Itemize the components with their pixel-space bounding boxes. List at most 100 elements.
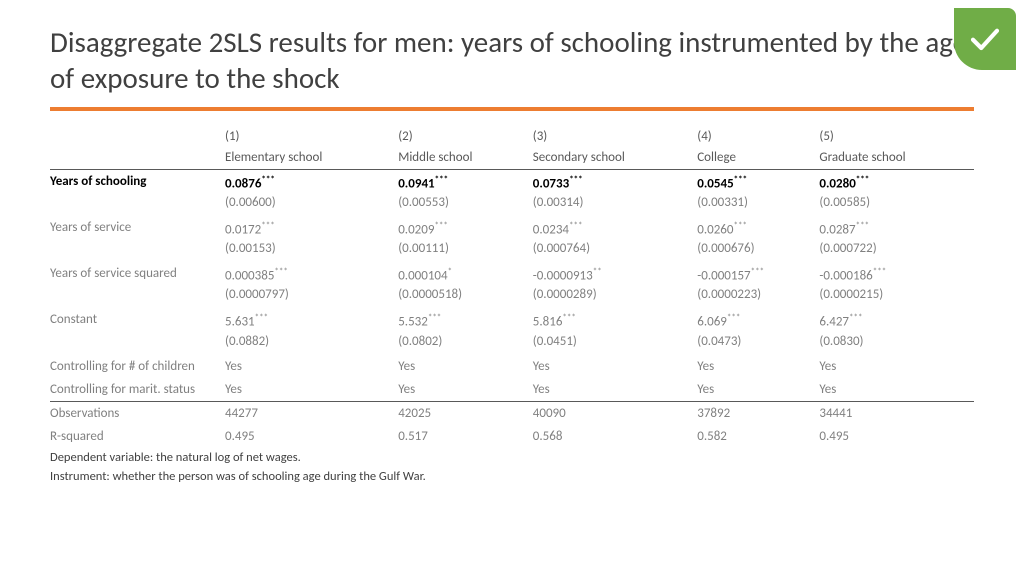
cell: 42025 <box>398 401 533 425</box>
cell: -0.000157*** <box>697 262 819 287</box>
cell-se: (0.0000289) <box>533 287 697 308</box>
cell: Yes <box>697 378 819 402</box>
cell-se: (0.0802) <box>398 334 533 355</box>
column-heads-row: Elementary school Middle school Secondar… <box>50 146 974 170</box>
cell: 34441 <box>819 401 974 425</box>
row-label: Controlling for # of children <box>50 355 225 378</box>
cell: Yes <box>398 378 533 402</box>
cell: -0.000186*** <box>819 262 974 287</box>
row-years-of-service: Years of service 0.0172*** 0.0209*** 0.0… <box>50 216 974 241</box>
cell: 6.069*** <box>697 308 819 333</box>
cell: Yes <box>533 355 697 378</box>
cell: 0.568 <box>533 425 697 448</box>
cell: Yes <box>398 355 533 378</box>
row-label: Controlling for marit. status <box>50 378 225 402</box>
cell: 0.495 <box>819 425 974 448</box>
cell-se: (0.0882) <box>225 334 398 355</box>
cell: 0.0209*** <box>398 216 533 241</box>
cell-se: (0.000676) <box>697 241 819 262</box>
cell-se: (0.0473) <box>697 334 819 355</box>
cell-se: (0.0000797) <box>225 287 398 308</box>
col-head: College <box>697 146 819 170</box>
row-years-of-schooling: Years of schooling 0.0876*** 0.0941*** 0… <box>50 169 974 195</box>
cell: Yes <box>697 355 819 378</box>
cell-se: (0.0000215) <box>819 287 974 308</box>
row-r-squared: R-squared 0.495 0.517 0.568 0.582 0.495 <box>50 425 974 448</box>
col-num: (2) <box>398 125 533 146</box>
row-label: Years of schooling <box>50 169 225 195</box>
accent-bar <box>50 107 974 111</box>
row-years-of-service-sq-se: (0.0000797) (0.0000518) (0.0000289) (0.0… <box>50 287 974 308</box>
check-icon <box>967 21 1003 57</box>
row-label: Years of service squared <box>50 262 225 287</box>
cell: Yes <box>819 378 974 402</box>
cell: 0.0234*** <box>533 216 697 241</box>
cell: 0.0733*** <box>533 169 697 195</box>
cell: 0.0260*** <box>697 216 819 241</box>
row-years-of-service-se: (0.00153) (0.00111) (0.000764) (0.000676… <box>50 241 974 262</box>
row-label: Constant <box>50 308 225 333</box>
cell: 37892 <box>697 401 819 425</box>
col-num: (5) <box>819 125 974 146</box>
cell-se: (0.00585) <box>819 195 974 216</box>
cell: Yes <box>533 378 697 402</box>
cell: 0.0172*** <box>225 216 398 241</box>
row-constant-se: (0.0882) (0.0802) (0.0451) (0.0473) (0.0… <box>50 334 974 355</box>
cell: 0.517 <box>398 425 533 448</box>
cell-se: (0.000722) <box>819 241 974 262</box>
cell: 0.000385*** <box>225 262 398 287</box>
row-label: Observations <box>50 401 225 425</box>
cell-se: (0.0451) <box>533 334 697 355</box>
column-numbers-row: (1) (2) (3) (4) (5) <box>50 125 974 146</box>
results-table: (1) (2) (3) (4) (5) Elementary school Mi… <box>50 125 974 448</box>
cell-se: (0.00111) <box>398 241 533 262</box>
cell: 0.0287*** <box>819 216 974 241</box>
cell: 0.0545*** <box>697 169 819 195</box>
cell: Yes <box>225 378 398 402</box>
cell-se: (0.00331) <box>697 195 819 216</box>
cell: 0.495 <box>225 425 398 448</box>
row-years-of-schooling-se: (0.00600) (0.00553) (0.00314) (0.00331) … <box>50 195 974 216</box>
col-num: (3) <box>533 125 697 146</box>
cell-se: (0.00314) <box>533 195 697 216</box>
row-label: R-squared <box>50 425 225 448</box>
check-badge <box>954 8 1016 70</box>
col-head: Middle school <box>398 146 533 170</box>
cell: 5.816*** <box>533 308 697 333</box>
slide: Disaggregate 2SLS results for men: years… <box>0 0 1024 496</box>
cell: 0.0280*** <box>819 169 974 195</box>
row-children: Controlling for # of children Yes Yes Ye… <box>50 355 974 378</box>
cell: 5.631*** <box>225 308 398 333</box>
cell: 0.0941*** <box>398 169 533 195</box>
row-label: Years of service <box>50 216 225 241</box>
cell: 0.0876*** <box>225 169 398 195</box>
footnote-dependent-variable: Dependent variable: the natural log of n… <box>50 450 974 467</box>
cell: Yes <box>225 355 398 378</box>
row-marit: Controlling for marit. status Yes Yes Ye… <box>50 378 974 402</box>
col-head: Secondary school <box>533 146 697 170</box>
cell-se: (0.00553) <box>398 195 533 216</box>
cell-se: (0.0000518) <box>398 287 533 308</box>
row-observations: Observations 44277 42025 40090 37892 344… <box>50 401 974 425</box>
col-head: Graduate school <box>819 146 974 170</box>
cell: 0.582 <box>697 425 819 448</box>
cell: 44277 <box>225 401 398 425</box>
slide-title: Disaggregate 2SLS results for men: years… <box>50 24 974 97</box>
cell-se: (0.000764) <box>533 241 697 262</box>
cell-se: (0.00600) <box>225 195 398 216</box>
cell-se: (0.0000223) <box>697 287 819 308</box>
col-num: (4) <box>697 125 819 146</box>
cell: Yes <box>819 355 974 378</box>
cell-se: (0.00153) <box>225 241 398 262</box>
cell: -0.0000913** <box>533 262 697 287</box>
cell-se: (0.0830) <box>819 334 974 355</box>
col-head: Elementary school <box>225 146 398 170</box>
row-constant: Constant 5.631*** 5.532*** 5.816*** 6.06… <box>50 308 974 333</box>
col-num: (1) <box>225 125 398 146</box>
cell: 6.427*** <box>819 308 974 333</box>
footnote-instrument: Instrument: whether the person was of sc… <box>50 469 974 486</box>
row-years-of-service-sq: Years of service squared 0.000385*** 0.0… <box>50 262 974 287</box>
cell: 5.532*** <box>398 308 533 333</box>
cell: 40090 <box>533 401 697 425</box>
cell: 0.000104* <box>398 262 533 287</box>
